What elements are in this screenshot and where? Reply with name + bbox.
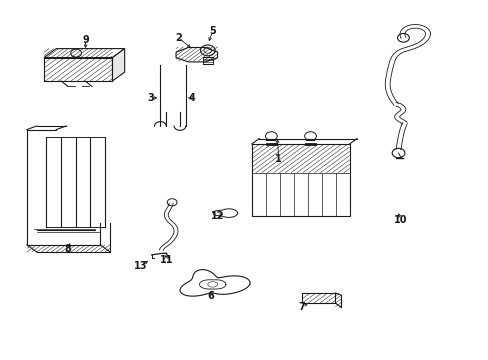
Text: 8: 8 (64, 244, 71, 254)
Bar (302, 293, 335, 303)
Text: 3: 3 (147, 93, 154, 103)
Text: 9: 9 (82, 35, 89, 45)
Text: 6: 6 (207, 291, 214, 301)
Text: 12: 12 (210, 211, 224, 221)
Polygon shape (176, 48, 217, 62)
Text: 4: 4 (188, 93, 195, 103)
Text: 1: 1 (275, 154, 282, 164)
Text: 10: 10 (393, 215, 407, 225)
Polygon shape (44, 49, 124, 58)
Text: 5: 5 (209, 26, 216, 36)
Text: 11: 11 (159, 255, 173, 265)
Polygon shape (112, 49, 124, 81)
Bar (251, 144, 349, 216)
Text: 7: 7 (298, 302, 305, 312)
Text: 2: 2 (175, 33, 182, 43)
Text: 13: 13 (134, 261, 147, 271)
